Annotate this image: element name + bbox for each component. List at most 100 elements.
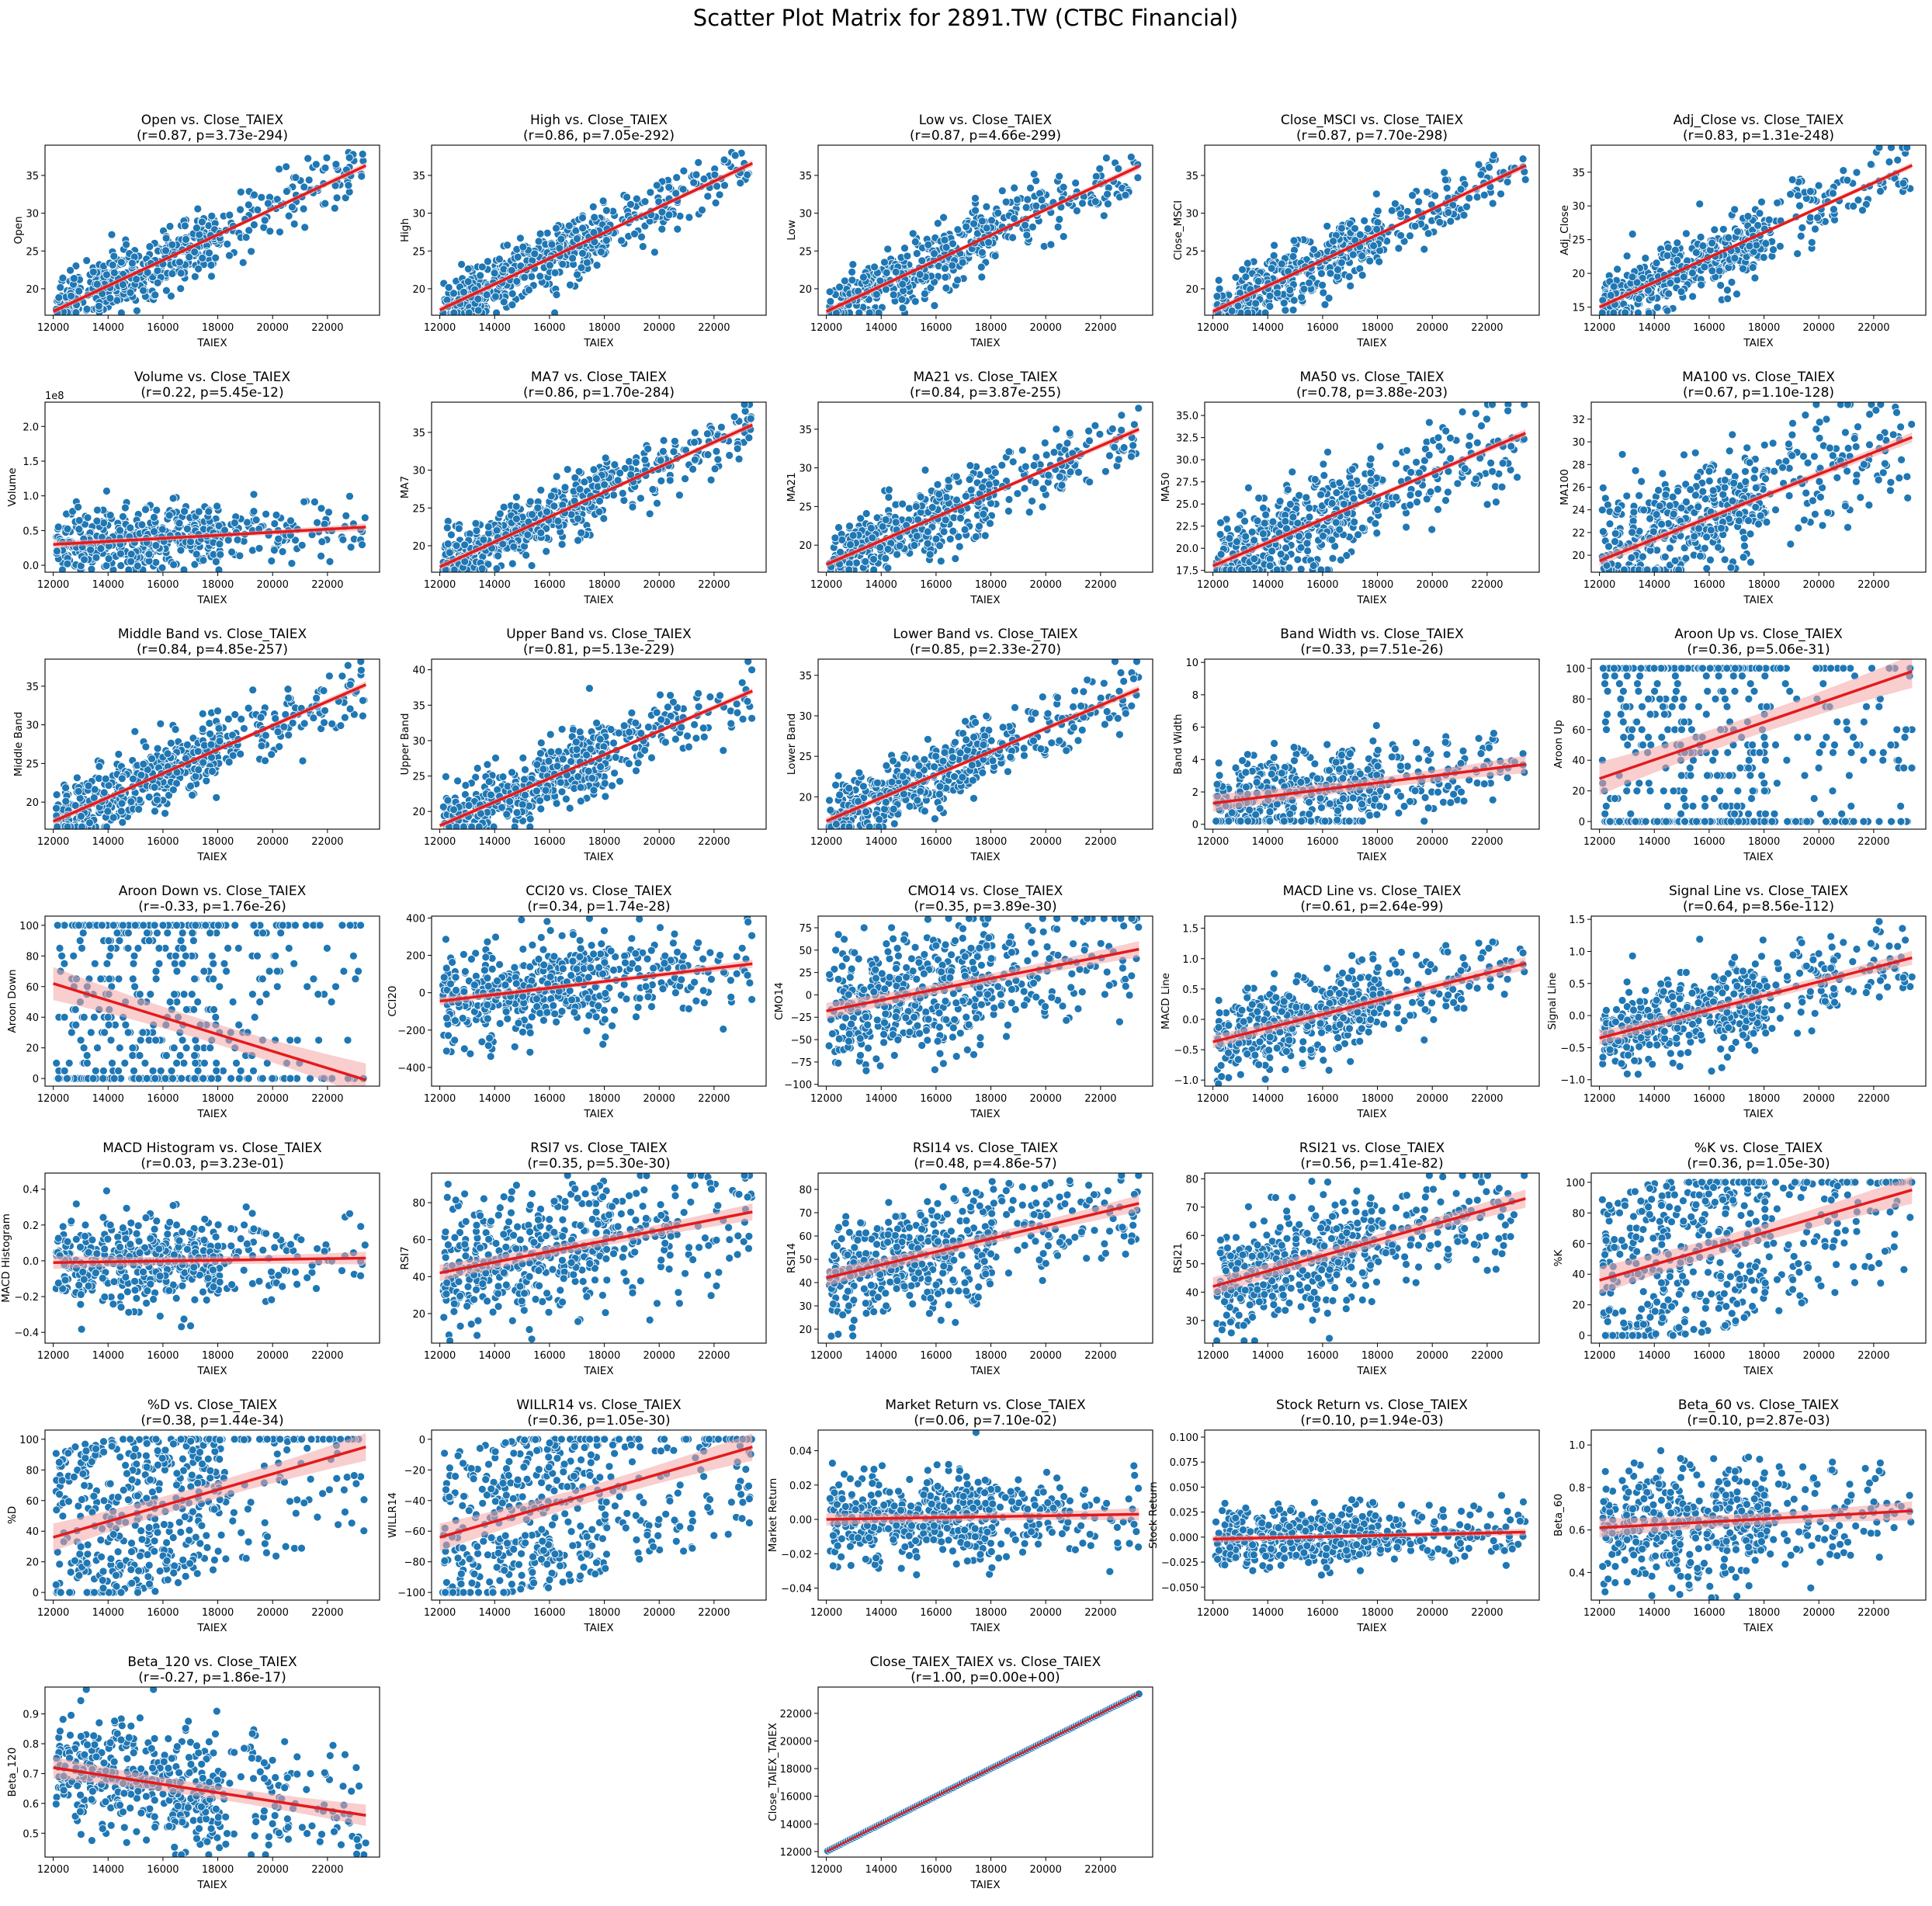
data-point — [1320, 471, 1329, 480]
y-tick-label: 20 — [26, 284, 39, 296]
data-point — [1121, 190, 1130, 200]
data-point — [1350, 518, 1359, 526]
regression-line — [52, 164, 367, 313]
data-point — [1055, 172, 1064, 181]
data-point — [513, 252, 522, 262]
subplot-title: High vs. Close_TAIEX — [530, 113, 668, 128]
data-point — [846, 540, 855, 549]
y-tick-label: 25 — [412, 246, 425, 258]
data-point — [976, 262, 986, 272]
data-point — [1020, 484, 1029, 493]
data-point — [286, 516, 295, 526]
data-point — [831, 533, 840, 543]
x-tick-label: 14000 — [479, 579, 511, 591]
data-point — [574, 467, 584, 476]
data-point — [1085, 436, 1094, 446]
data-point — [122, 240, 131, 249]
data-point — [1309, 561, 1318, 570]
data-point — [865, 308, 874, 315]
y-tick-label: 30 — [412, 209, 425, 220]
data-point — [855, 308, 864, 315]
data-point — [116, 258, 126, 267]
data-point — [1479, 190, 1489, 200]
data-point — [956, 514, 965, 523]
data-point — [962, 222, 971, 231]
data-point — [1724, 233, 1733, 242]
data-point — [1420, 245, 1429, 254]
data-point — [1811, 224, 1819, 234]
data-point — [1431, 191, 1440, 200]
data-point — [602, 236, 611, 245]
subplot-title: MA100 vs. Close_TAIEX — [1682, 370, 1835, 385]
data-point — [1864, 501, 1874, 509]
data-point — [1681, 229, 1691, 238]
data-point — [547, 240, 557, 249]
data-point — [168, 269, 177, 278]
data-point — [911, 297, 920, 306]
x-axis-label: TAIEX — [196, 337, 227, 349]
data-point — [1114, 455, 1123, 464]
data-point — [975, 522, 983, 531]
data-point — [1299, 284, 1309, 293]
data-point — [653, 498, 661, 508]
data-point — [1289, 305, 1298, 314]
data-point — [874, 308, 883, 315]
data-point — [1691, 248, 1701, 257]
data-point — [509, 542, 519, 551]
data-point — [1241, 273, 1250, 282]
data-point — [1363, 224, 1372, 234]
data-point — [1722, 286, 1732, 295]
data-point — [1748, 263, 1757, 272]
data-point — [1269, 251, 1278, 260]
y-tick-label: 15 — [1572, 303, 1585, 314]
x-tick-label: 16000 — [1306, 579, 1338, 591]
data-point — [1095, 164, 1105, 173]
data-point — [165, 511, 174, 520]
y-tick-label: 30 — [799, 209, 812, 220]
data-point — [443, 540, 453, 548]
data-point — [137, 520, 147, 529]
data-point — [1474, 160, 1483, 169]
data-point — [1366, 476, 1375, 485]
data-point — [1212, 292, 1222, 301]
y-tick-label: 1.0 — [23, 491, 39, 503]
data-point — [338, 535, 348, 544]
data-point — [244, 200, 253, 210]
data-point — [911, 502, 921, 511]
data-point — [1427, 525, 1437, 534]
data-point — [592, 261, 602, 270]
data-point — [1004, 507, 1013, 516]
data-point — [1679, 273, 1688, 282]
data-point — [1406, 491, 1415, 499]
data-point — [1238, 265, 1247, 274]
x-tick-label: 12000 — [810, 579, 842, 591]
data-point — [108, 260, 117, 269]
data-point — [1372, 529, 1382, 537]
data-point — [1018, 446, 1027, 455]
data-point — [1101, 467, 1110, 476]
data-point — [161, 234, 171, 243]
data-point — [341, 193, 350, 203]
data-point — [1105, 451, 1114, 460]
data-point — [690, 438, 699, 446]
data-point — [299, 204, 308, 214]
data-point — [454, 524, 463, 533]
data-point — [236, 187, 245, 196]
data-point — [175, 519, 184, 528]
data-point — [508, 559, 517, 568]
data-point — [1247, 527, 1257, 536]
data-point — [126, 523, 135, 533]
data-point — [345, 153, 354, 162]
data-point — [126, 288, 135, 297]
data-point — [982, 202, 991, 211]
data-point — [106, 293, 115, 303]
data-point — [835, 283, 844, 292]
data-point — [158, 564, 167, 572]
data-point — [610, 460, 619, 469]
data-point — [1477, 422, 1486, 430]
data-point — [1798, 223, 1807, 232]
data-point — [1498, 459, 1507, 467]
y-tick-label: 17.5 — [1176, 566, 1198, 578]
subplot-title: MA50 vs. Close_TAIEX — [1300, 370, 1445, 385]
data-point — [516, 234, 525, 243]
